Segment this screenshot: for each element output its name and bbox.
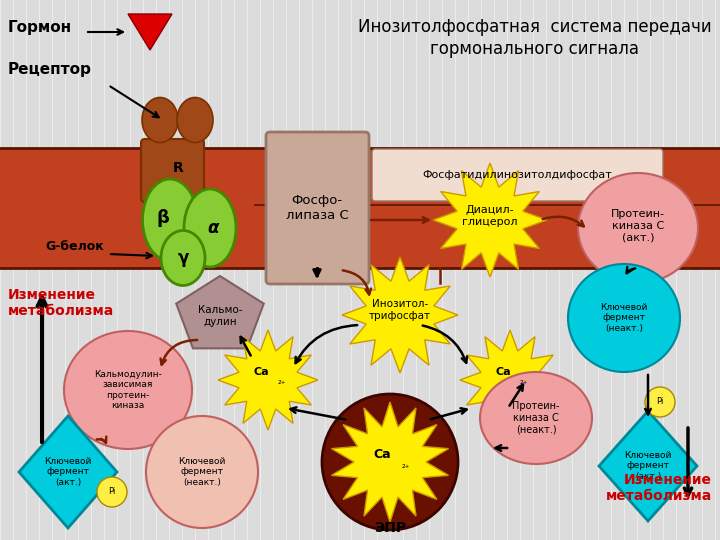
Text: Фосфатидилинозитолдифосфат: Фосфатидилинозитолдифосфат [422, 170, 612, 180]
Text: Ca: Ca [373, 448, 391, 461]
Text: β: β [156, 209, 169, 227]
Bar [0, 148, 720, 268]
Circle shape [97, 477, 127, 507]
Text: Ca: Ca [253, 367, 269, 377]
Polygon shape [128, 14, 172, 50]
Polygon shape [342, 257, 458, 373]
Ellipse shape [64, 331, 192, 449]
Polygon shape [433, 163, 547, 277]
Text: Инозитолфосфатная  система передачи: Инозитолфосфатная система передачи [358, 18, 712, 36]
Ellipse shape [161, 231, 205, 286]
Polygon shape [599, 411, 697, 521]
Text: ²⁺: ²⁺ [402, 463, 410, 472]
Ellipse shape [177, 98, 213, 143]
Text: Гормон: Гормон [8, 20, 72, 35]
Text: Кальмодулин-
зависимая
протеин-
киназа: Кальмодулин- зависимая протеин- киназа [94, 370, 162, 410]
Text: R: R [173, 161, 184, 175]
Text: ²⁺: ²⁺ [278, 380, 286, 388]
Text: Изменение
метаболизма: Изменение метаболизма [8, 288, 114, 318]
Text: Ключевой
фермент
(акт.): Ключевой фермент (акт.) [45, 457, 91, 487]
Text: ЭПР: ЭПР [374, 521, 406, 535]
Text: Протеин-
киназа С
(акт.): Протеин- киназа С (акт.) [611, 210, 665, 242]
Text: Диацил-
глицерол: Диацил- глицерол [462, 205, 518, 227]
Text: Ca: Ca [495, 367, 510, 377]
Text: Фосфо-
липаза C: Фосфо- липаза C [286, 194, 348, 222]
Ellipse shape [146, 416, 258, 528]
Text: Pi: Pi [108, 488, 116, 496]
Text: ²⁺: ²⁺ [520, 380, 528, 388]
Circle shape [645, 387, 675, 417]
Text: гормонального сигнала: гормонального сигнала [431, 40, 639, 58]
Text: Ключевой
фермент
(акт.): Ключевой фермент (акт.) [624, 451, 672, 481]
Polygon shape [176, 276, 264, 348]
Ellipse shape [568, 264, 680, 372]
FancyBboxPatch shape [141, 139, 204, 202]
Ellipse shape [480, 372, 592, 464]
Polygon shape [331, 402, 449, 522]
Text: Рецептор: Рецептор [8, 62, 92, 77]
Ellipse shape [578, 173, 698, 283]
FancyBboxPatch shape [372, 149, 663, 201]
Ellipse shape [142, 98, 178, 143]
Text: Протеин-
киназа С
(неакт.): Протеин- киназа С (неакт.) [512, 401, 559, 435]
Text: γ: γ [177, 249, 189, 267]
Circle shape [322, 394, 458, 530]
Polygon shape [460, 330, 560, 430]
Ellipse shape [184, 189, 236, 267]
Text: Изменение
метаболизма: Изменение метаболизма [606, 473, 712, 503]
Polygon shape [218, 330, 318, 430]
Polygon shape [19, 416, 117, 528]
Text: α: α [207, 219, 219, 237]
Text: Pi: Pi [657, 397, 664, 407]
FancyBboxPatch shape [266, 132, 369, 284]
Text: Ключевой
фермент
(неакт.): Ключевой фермент (неакт.) [600, 303, 648, 333]
Text: Инозитол-
трифосфат: Инозитол- трифосфат [369, 299, 431, 321]
Text: Кальмо-
дулин: Кальмо- дулин [198, 305, 242, 327]
Ellipse shape [143, 179, 197, 261]
Text: G-белок: G-белок [45, 240, 104, 253]
Text: Ключевой
фермент
(неакт.): Ключевой фермент (неакт.) [179, 457, 225, 487]
